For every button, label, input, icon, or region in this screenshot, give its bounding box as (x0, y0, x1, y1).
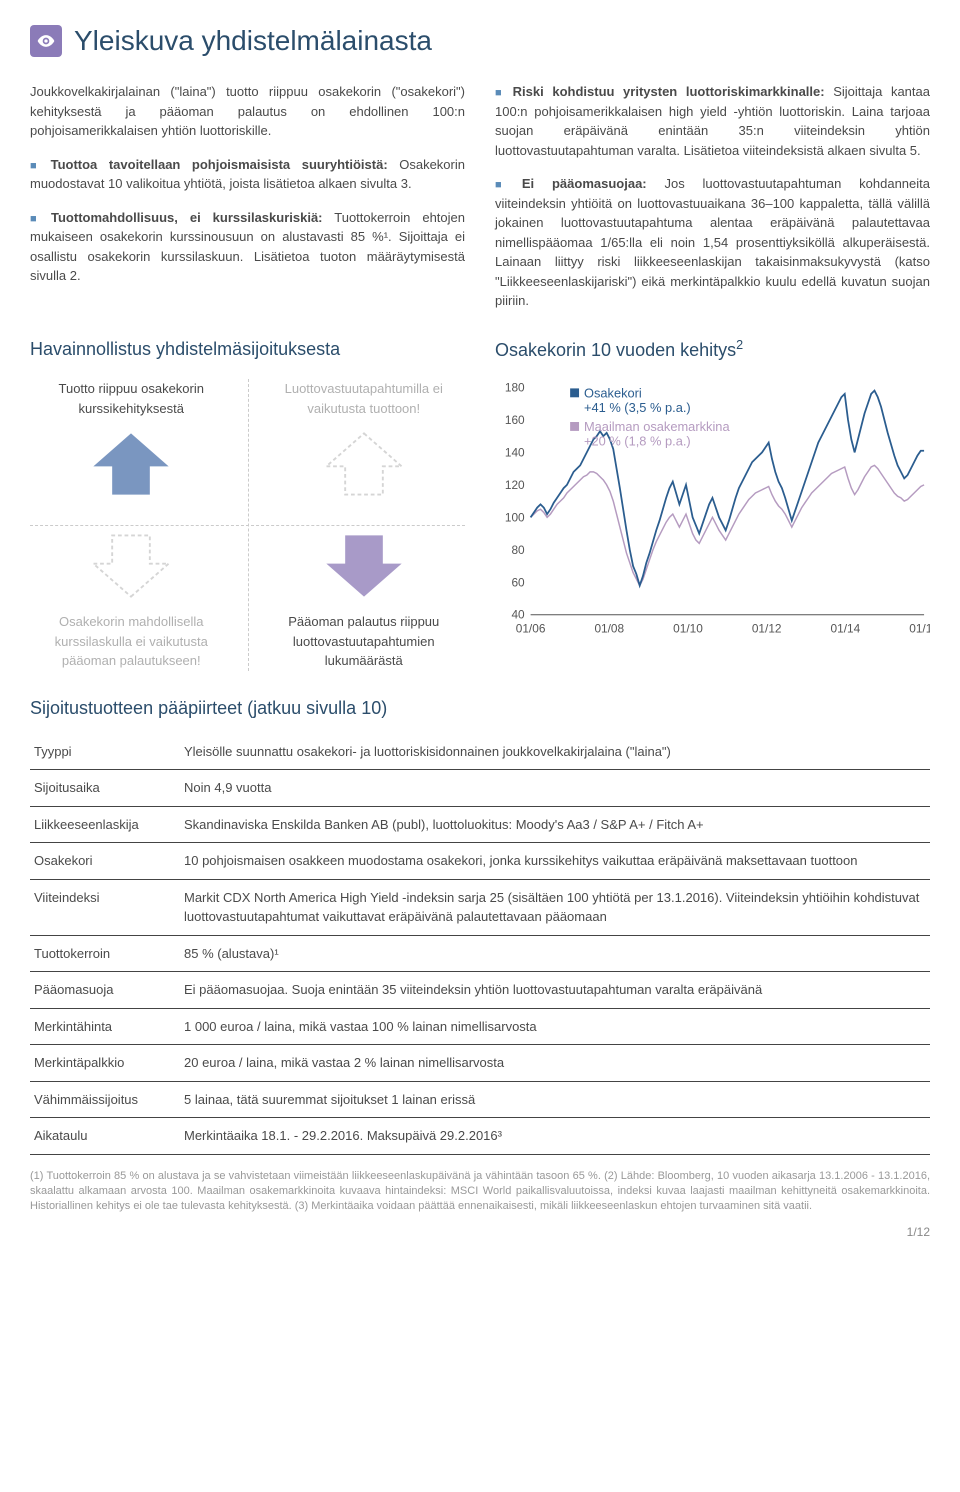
footnotes: (1) Tuottokerroin 85 % on alustava ja se… (30, 1169, 930, 1215)
features-table: TyyppiYleisölle suunnattu osakekori- ja … (30, 734, 930, 1155)
svg-text:80: 80 (511, 543, 525, 557)
table-row: TyyppiYleisölle suunnattu osakekori- ja … (30, 734, 930, 770)
table-row: Merkintähinta1 000 euroa / laina, mikä v… (30, 1008, 930, 1045)
arrow-cell: Pääoman palautus riippuu luottovastuutap… (263, 520, 466, 671)
svg-text:01/08: 01/08 (594, 622, 624, 636)
svg-text:Osakekori: Osakekori (584, 385, 642, 400)
svg-text:01/12: 01/12 (752, 622, 782, 636)
illustration-title: Havainnollistus yhdistelmäsijoituksesta (30, 336, 465, 363)
svg-text:01/10: 01/10 (673, 622, 703, 636)
bullet-item: Riski kohdistuu yritysten luottoriskimar… (495, 82, 930, 160)
svg-text:140: 140 (505, 445, 525, 459)
arrow-grid: Tuotto riippuu osakekorin kurssikehityks… (30, 379, 465, 671)
body-text: Joukkovelkakirjalainan ("laina") tuotto … (30, 82, 930, 312)
page-number: 1/12 (30, 1223, 930, 1241)
table-row: Tuottokerroin85 % (alustava)¹ (30, 935, 930, 972)
line-chart: 40 60 80 100 120 140 160 180 01/06 01/08 01/10 01/1… (495, 380, 930, 646)
bullet-item: Ei pääomasuojaa: Jos luottovastuutapahtu… (495, 174, 930, 311)
table-row: Osakekori10 pohjoismaisen osakkeen muodo… (30, 843, 930, 880)
svg-text:100: 100 (505, 510, 525, 524)
arrow-cell: Osakekorin mahdollisella kurssilaskulla … (30, 520, 233, 671)
bullet-item: Tuottoa tavoitellaan pohjoismaisista suu… (30, 155, 465, 194)
table-row: PääomasuojaEi pääomasuojaa. Suoja enintä… (30, 972, 930, 1009)
chart-title: Osakekorin 10 vuoden kehitys2 (495, 336, 930, 364)
svg-text:Maailman osakemarkkina: Maailman osakemarkkina (584, 419, 730, 434)
table-title: Sijoitustuotteen pääpiirteet (jatkuu siv… (30, 695, 930, 722)
page-header: Yleiskuva yhdistelmälainasta (30, 20, 930, 62)
bullet-item: Tuottomahdollisuus, ei kurssilaskuriskiä… (30, 208, 465, 286)
svg-text:120: 120 (505, 478, 525, 492)
eye-icon (30, 25, 62, 57)
svg-text:+41 % (3,5 % p.a.): +41 % (3,5 % p.a.) (584, 400, 691, 415)
svg-text:40: 40 (511, 608, 525, 622)
table-row: Vähimmäissijoitus5 lainaa, tätä suuremma… (30, 1081, 930, 1118)
svg-text:180: 180 (505, 380, 525, 394)
intro-text: Joukkovelkakirjalainan ("laina") tuotto … (30, 82, 465, 141)
svg-text:160: 160 (505, 413, 525, 427)
svg-text:01/14: 01/14 (831, 622, 861, 636)
table-row: Merkintäpalkkio20 euroa / laina, mikä va… (30, 1045, 930, 1082)
table-row: LiikkeeseenlaskijaSkandinaviska Enskilda… (30, 806, 930, 843)
page-title: Yleiskuva yhdistelmälainasta (74, 20, 432, 62)
svg-text:01/06: 01/06 (516, 622, 546, 636)
svg-text:01/16: 01/16 (909, 622, 930, 636)
table-row: SijoitusaikaNoin 4,9 vuotta (30, 770, 930, 807)
arrow-cell: Luottovastuutapahtumilla ei vaikutusta t… (263, 379, 466, 510)
svg-text:60: 60 (511, 575, 525, 589)
table-row: ViiteindeksiMarkit CDX North America Hig… (30, 879, 930, 935)
arrow-cell: Tuotto riippuu osakekorin kurssikehityks… (30, 379, 233, 510)
table-row: AikatauluMerkintäaika 18.1. - 29.2.2016.… (30, 1118, 930, 1155)
svg-text:+20 % (1,8 % p.a.): +20 % (1,8 % p.a.) (584, 434, 691, 449)
